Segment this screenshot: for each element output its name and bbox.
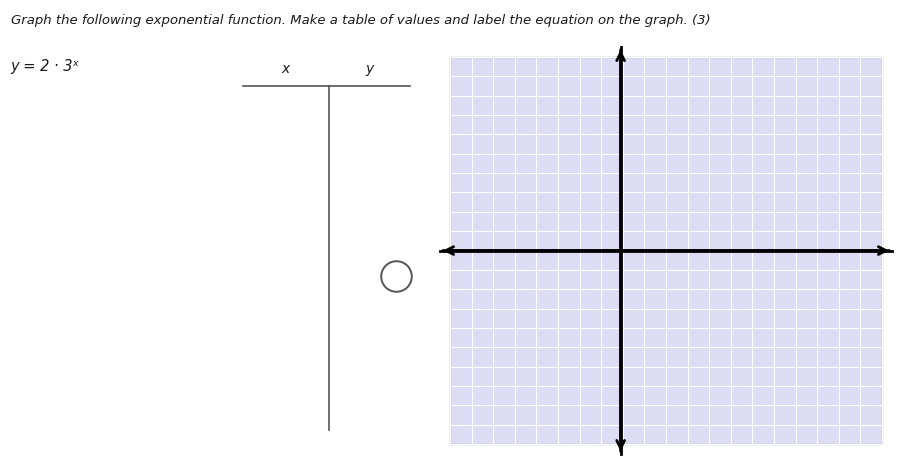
Bar bbox=[450, 57, 882, 444]
Text: y = 2 · 3ˣ: y = 2 · 3ˣ bbox=[11, 59, 80, 75]
Text: y: y bbox=[364, 62, 373, 76]
Text: Graph the following exponential function. Make a table of values and label the e: Graph the following exponential function… bbox=[11, 14, 710, 27]
Text: x: x bbox=[282, 62, 290, 76]
